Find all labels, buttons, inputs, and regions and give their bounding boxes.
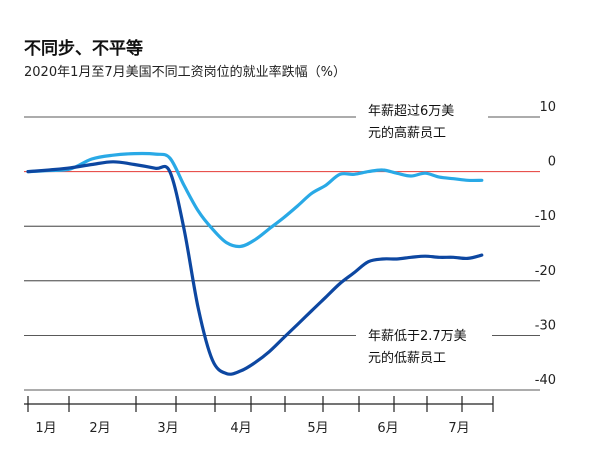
annotation-high-income-line2: 元的高薪员工 <box>368 125 446 141</box>
series-lines <box>26 151 484 376</box>
y-tick-label: -30 <box>535 318 556 333</box>
y-axis-labels: 10 0 -10 -20 -30 -40 <box>535 100 556 388</box>
chart-title: 不同步、不平等 <box>24 39 143 59</box>
y-tick-label: 10 <box>539 100 556 115</box>
annotation-low-income: 年薪低于2.7万美 元的低薪员工 <box>356 322 492 368</box>
x-tick-label: 6月 <box>377 421 398 436</box>
x-axis: 1月 2月 3月 4月 5月 6月 7月 <box>24 396 494 436</box>
x-tick-label: 7月 <box>448 421 469 436</box>
annotation-low-income-line2: 元的低薪员工 <box>368 350 446 366</box>
y-tick-label: -10 <box>535 209 556 224</box>
x-tick-label: 1月 <box>35 421 56 436</box>
annotation-high-income: 年薪超过6万美 元的高薪员工 <box>356 97 488 141</box>
chart-subtitle: 2020年1月至7月美国不同工资岗位的就业率跌幅（%） <box>24 65 346 80</box>
x-tick-label: 3月 <box>157 421 178 436</box>
x-tick-label: 2月 <box>89 421 110 436</box>
y-tick-label: -40 <box>535 373 556 388</box>
y-tick-label: -20 <box>535 264 556 279</box>
x-tick-label: 4月 <box>230 421 251 436</box>
series-line-high-income <box>26 151 484 249</box>
x-tick-label: 5月 <box>307 421 328 436</box>
y-tick-label: 0 <box>548 155 556 170</box>
series-line-low-income <box>26 160 484 376</box>
annotation-high-income-line1: 年薪超过6万美 <box>368 104 454 119</box>
annotation-low-income-line1: 年薪低于2.7万美 <box>368 329 467 344</box>
